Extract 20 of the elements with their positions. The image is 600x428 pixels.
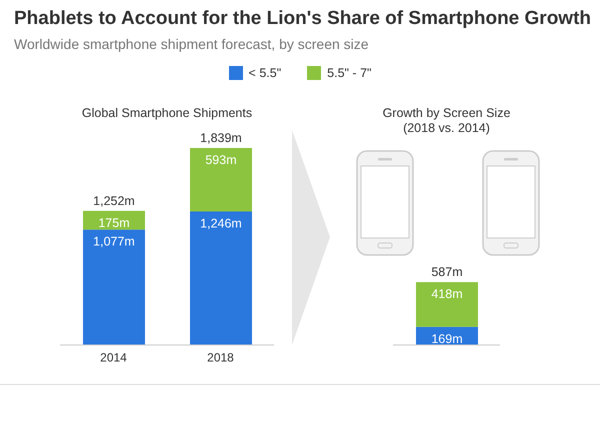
chart-title: Growth by Screen Size (2018 vs. 2014) (382, 106, 512, 136)
data-label: 169m (431, 332, 463, 346)
x-tick-label: 2018 (207, 350, 234, 365)
bar (190, 212, 252, 345)
legend-label: 5.5" - 7" (327, 66, 372, 80)
x-axis-title: Global Smartphone Shipments (80, 106, 254, 120)
total-label: 1,839m (200, 131, 242, 145)
data-label: 418m (431, 287, 463, 302)
bar (190, 148, 252, 212)
total-label: 587m (431, 265, 463, 280)
chart-subtitle: Worldwide smartphone shipment forecast, by screen size (14, 36, 369, 52)
data-label: 1,077m (93, 234, 135, 249)
legend-label: < 5.5" (248, 66, 282, 80)
chart-title: Phablets to Account for the Lion's Share of Smartphone Growth (14, 8, 592, 30)
data-label: 175m (98, 216, 130, 230)
x-tick-label: 2014 (100, 350, 128, 365)
data-label: 1,246m (200, 216, 242, 231)
data-label: 593m (205, 153, 237, 167)
bar (83, 230, 145, 345)
total-label: 1,252m (93, 194, 135, 208)
